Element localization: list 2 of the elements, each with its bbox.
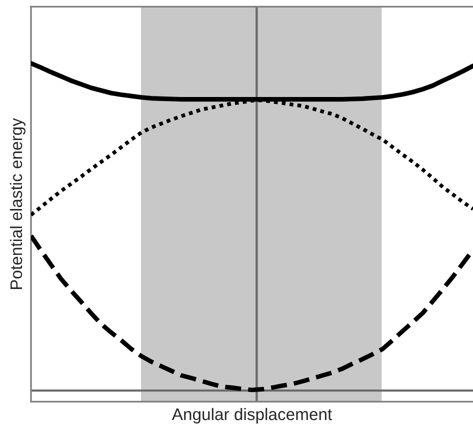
y-axis-title: Potential elastic energy (10, 118, 26, 289)
x-axis-title: Angular displacement (172, 408, 332, 424)
